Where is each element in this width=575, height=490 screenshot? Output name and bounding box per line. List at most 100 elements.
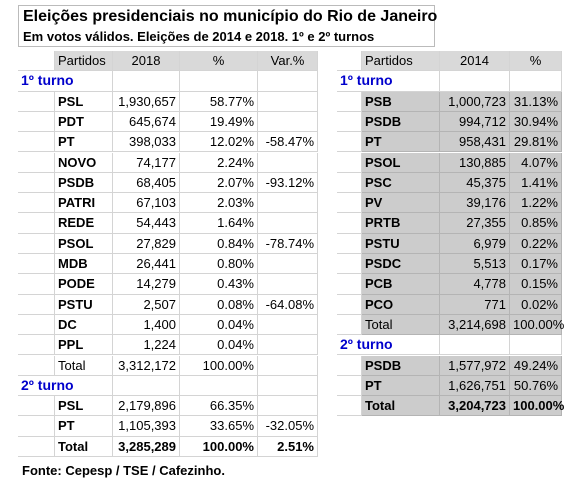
column-header: Var.% [258,51,318,72]
value-cell: 994,712 [440,111,510,133]
party-name: PSTU [362,233,440,254]
value-cell: 1,000,723 [440,91,510,112]
party-name: PT [55,416,113,437]
cell [337,274,362,295]
value-cell: 645,674 [113,111,180,133]
value-cell: 27,829 [113,233,180,254]
value-cell: 100.00% [180,355,258,376]
cell [337,294,362,315]
value-cell: 3,285,289 [113,436,180,457]
cell [337,233,362,254]
cell [337,396,362,417]
cell [18,132,55,153]
cell [337,193,362,214]
value-cell [258,335,318,356]
value-cell: 3,204,723 [440,396,510,417]
cell [440,335,510,356]
value-cell: 1.64% [180,213,258,234]
value-cell [258,355,318,376]
column-header: % [180,51,258,72]
cell [440,71,510,92]
value-cell: 130,885 [440,152,510,173]
value-cell: 1,105,393 [113,416,180,437]
value-cell: 14,279 [113,274,180,295]
value-cell: 19.49% [180,111,258,133]
value-cell: 398,033 [113,132,180,153]
party-name: PCO [362,294,440,315]
value-cell: 2.03% [180,193,258,214]
value-cell: 2.24% [180,152,258,173]
party-name: PCB [362,274,440,295]
cell [337,213,362,234]
value-cell: 0.85% [510,213,562,234]
value-cell: 0.04% [180,314,258,336]
value-cell: 0.43% [180,274,258,295]
value-cell: 30.94% [510,111,562,133]
cell [258,375,318,397]
cell [18,416,55,437]
value-cell: 49.24% [510,355,562,376]
section-label: 1º turno [18,71,113,92]
value-cell: 100.00% [180,436,258,457]
value-cell: 0.04% [180,335,258,356]
cell [18,91,55,112]
section-label: 1º turno [337,71,440,92]
value-cell [258,314,318,336]
value-cell: 2,179,896 [113,396,180,417]
value-cell [258,111,318,133]
party-name: PRTB [362,213,440,234]
value-cell: 26,441 [113,254,180,275]
cell [18,152,55,173]
value-cell: 39,176 [440,193,510,214]
value-cell: 1,626,751 [440,375,510,397]
value-cell: 12.02% [180,132,258,153]
cell [337,152,362,173]
value-cell: 4.07% [510,152,562,173]
value-cell: -64.08% [258,294,318,315]
value-cell: 58.77% [180,91,258,112]
cell [337,91,362,112]
party-name: PSL [55,91,113,112]
party-name: REDE [55,213,113,234]
party-name: PSTU [55,294,113,315]
cell [18,294,55,315]
party-name: PSB [362,91,440,112]
value-cell: 1,577,972 [440,355,510,376]
cell [180,375,258,397]
cell [18,254,55,275]
party-name: PSDB [362,111,440,133]
party-name: Total [362,396,440,417]
value-cell: 66.35% [180,396,258,417]
value-cell [258,91,318,112]
value-cell: 4,778 [440,274,510,295]
value-cell: -93.12% [258,172,318,194]
cell [18,396,55,417]
column-header: Partidos [55,51,113,72]
party-name: PODE [55,274,113,295]
value-cell: 68,405 [113,172,180,194]
party-name: Total [55,355,113,376]
value-cell: 54,443 [113,213,180,234]
cell [18,51,55,72]
value-cell: 6,979 [440,233,510,254]
cell [337,172,362,194]
cell [258,71,318,92]
value-cell [258,152,318,173]
value-cell: 100.00% [510,396,564,417]
party-name: PSL [55,396,113,417]
value-cell: -32.05% [258,416,318,437]
value-cell: 1,930,657 [113,91,180,112]
value-cell: 2,507 [113,294,180,315]
column-header: % [510,51,562,72]
cell [18,111,55,133]
value-cell: 2.51% [258,436,318,457]
party-name: PT [362,132,440,153]
value-cell: 45,375 [440,172,510,194]
party-name: PSDC [362,254,440,275]
value-cell: 0.22% [510,233,562,254]
value-cell: 100.00% [510,314,564,336]
value-cell: 1.22% [510,193,562,214]
cell [337,51,362,72]
value-cell: 33.65% [180,416,258,437]
cell [18,172,55,194]
